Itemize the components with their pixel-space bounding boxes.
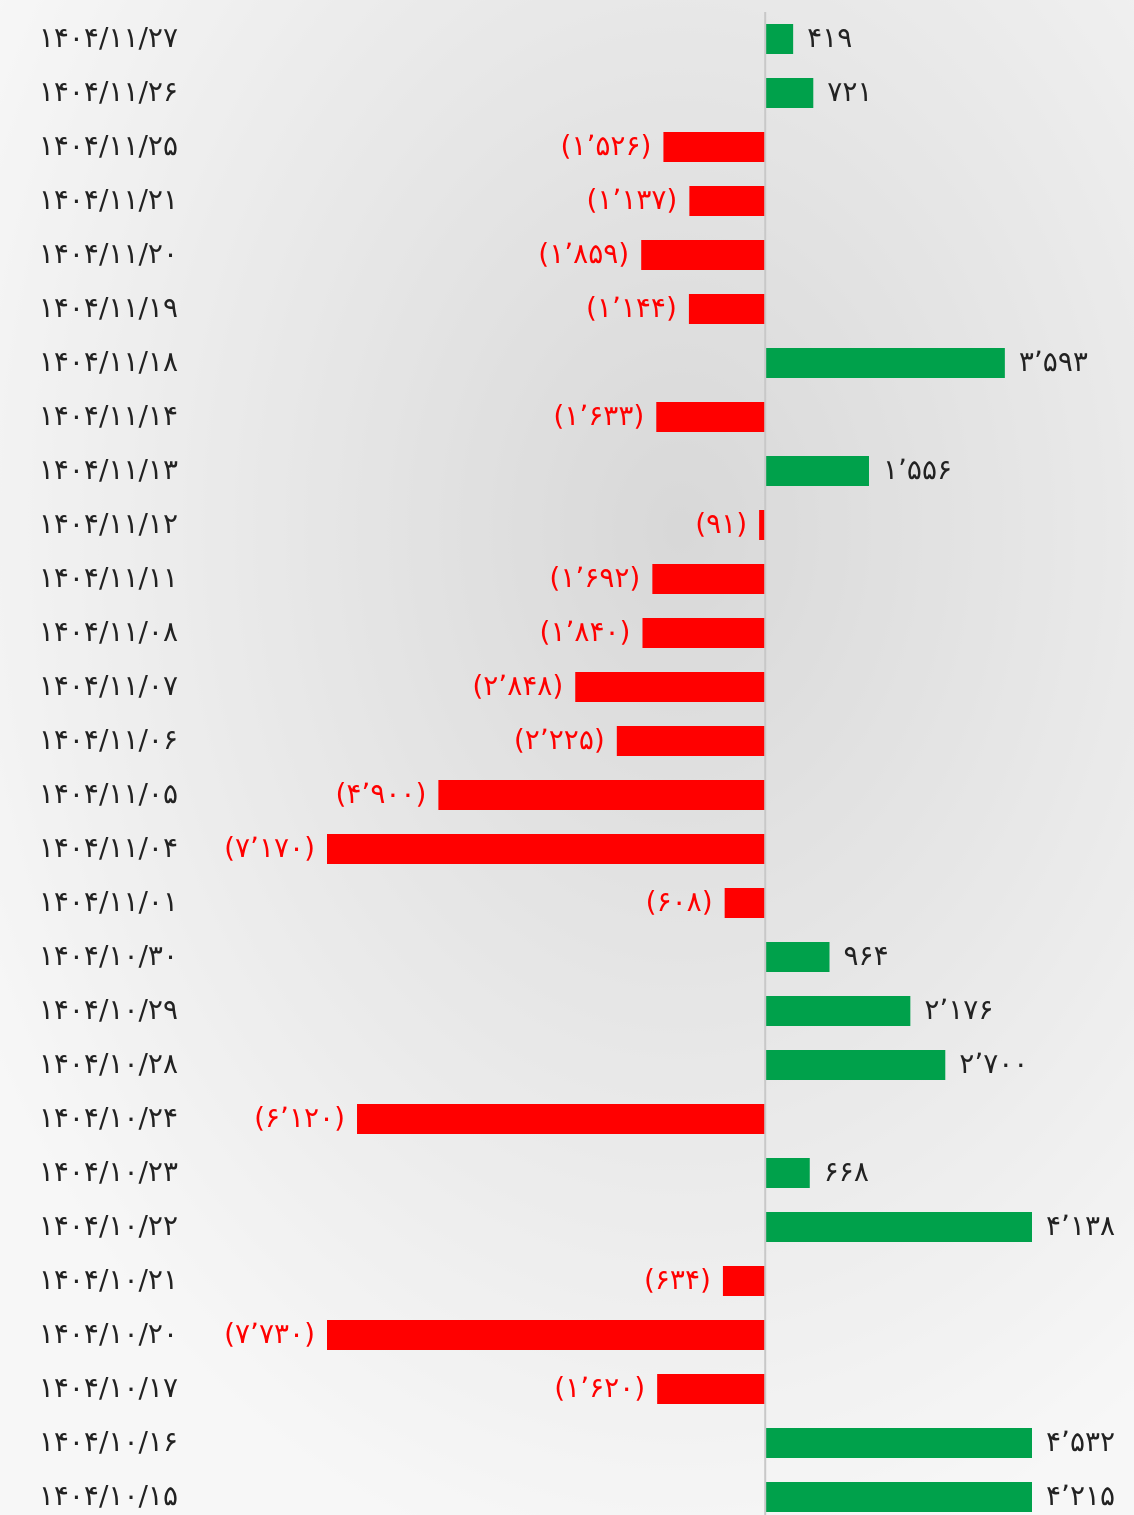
category-label: ۱۴۰۴/۱۱/۱۳ <box>39 453 178 486</box>
bar <box>641 240 765 270</box>
bar <box>287 834 765 864</box>
category-label: ۱۴۰۴/۱۰/۳۰ <box>39 939 178 972</box>
bar <box>765 996 910 1026</box>
category-label: ۱۴۰۴/۱۰/۲۰ <box>39 1317 178 1350</box>
value-label: (۹۱) <box>695 507 747 540</box>
value-label: (۶٬۱۲۰) <box>254 1101 345 1134</box>
value-label: (۱٬۱۳۷) <box>586 183 677 216</box>
value-label: (۶۰۸) <box>646 885 713 918</box>
value-label: ۶۶۸ <box>824 1155 869 1188</box>
value-label: ۴٬۲۱۵ <box>1046 1479 1115 1512</box>
bar <box>765 942 829 972</box>
bar <box>765 1428 1067 1458</box>
category-label: ۱۴۰۴/۱۰/۱۶ <box>39 1425 178 1458</box>
bar <box>765 456 869 486</box>
value-label: ۹۶۴ <box>844 939 889 972</box>
value-label: (۱٬۶۳۳) <box>553 399 644 432</box>
bar <box>357 1104 765 1134</box>
bar <box>652 564 765 594</box>
bar <box>689 294 765 324</box>
category-label: ۱۴۰۴/۱۱/۲۷ <box>39 21 178 54</box>
bar <box>689 186 765 216</box>
value-label: ۱٬۵۵۶ <box>883 453 952 486</box>
value-label: (۱٬۸۴۰) <box>540 615 631 648</box>
bar <box>438 780 765 810</box>
value-label: (۷٬۷۳۰) <box>224 1317 315 1350</box>
chart: ۱۴۰۴/۱۱/۲۷ ۴۱۹ ۱۴۰۴/۱۱/۲۶ ۷۲۱ ۱۴۰۴/۱۱/۲۵ (۱٬۵… <box>0 0 1134 1515</box>
category-label: ۱۴۰۴/۱۱/۰۵ <box>39 777 178 810</box>
category-label: ۱۴۰۴/۱۰/۱۵ <box>39 1479 178 1512</box>
bar <box>617 726 765 756</box>
category-label: ۱۴۰۴/۱۰/۲۸ <box>39 1047 178 1080</box>
category-label: ۱۴۰۴/۱۰/۲۱ <box>39 1263 178 1296</box>
category-label: ۱۴۰۴/۱۰/۲۴ <box>39 1101 178 1134</box>
value-label: (۱٬۱۴۴) <box>586 291 677 324</box>
category-label: ۱۴۰۴/۱۱/۰۶ <box>39 723 178 756</box>
bar <box>765 348 1005 378</box>
bar <box>657 1374 765 1404</box>
category-label: ۱۴۰۴/۱۱/۰۷ <box>39 669 178 702</box>
value-label: ۳٬۵۹۳ <box>1019 345 1088 378</box>
bar <box>642 618 765 648</box>
bar <box>725 888 766 918</box>
category-label: ۱۴۰۴/۱۰/۲۳ <box>39 1155 178 1188</box>
value-label: (۱٬۵۲۶) <box>561 129 652 162</box>
bar <box>575 672 765 702</box>
category-label: ۱۴۰۴/۱۱/۰۴ <box>39 831 178 864</box>
value-label: (۱٬۶۲۰) <box>554 1371 645 1404</box>
value-label: ۴٬۱۳۸ <box>1046 1209 1115 1242</box>
bar <box>656 402 765 432</box>
value-label: ۲٬۷۰۰ <box>959 1047 1028 1080</box>
category-label: ۱۴۰۴/۱۰/۱۷ <box>39 1371 178 1404</box>
value-label: (۲٬۲۲۵) <box>514 723 605 756</box>
value-label: (۷٬۱۷۰) <box>224 831 315 864</box>
value-label: ۴٬۵۳۲ <box>1046 1425 1115 1458</box>
value-label: (۲٬۸۴۸) <box>472 669 563 702</box>
value-label: (۶۳۴) <box>644 1263 711 1296</box>
bar <box>765 1482 1046 1512</box>
bar <box>663 132 765 162</box>
bar <box>723 1266 765 1296</box>
category-label: ۱۴۰۴/۱۱/۲۰ <box>39 237 178 270</box>
category-label: ۱۴۰۴/۱۱/۱۴ <box>39 399 178 432</box>
bar <box>765 1050 945 1080</box>
category-label: ۱۴۰۴/۱۱/۲۶ <box>39 75 178 108</box>
category-label: ۱۴۰۴/۱۱/۰۱ <box>39 885 178 918</box>
value-label: ۲٬۱۷۶ <box>924 993 993 1026</box>
value-label: ۷۲۱ <box>827 75 872 108</box>
bar <box>765 24 793 54</box>
category-label: ۱۴۰۴/۱۱/۱۲ <box>39 507 178 540</box>
category-label: ۱۴۰۴/۱۱/۱۸ <box>39 345 178 378</box>
category-label: ۱۴۰۴/۱۰/۲۲ <box>39 1209 178 1242</box>
value-label: ۴۱۹ <box>807 21 852 54</box>
category-label: ۱۴۰۴/۱۱/۱۹ <box>39 291 178 324</box>
bar <box>765 1158 810 1188</box>
category-label: ۱۴۰۴/۱۱/۱۱ <box>39 561 178 594</box>
value-label: (۱٬۶۹۲) <box>549 561 640 594</box>
value-label: (۱٬۸۵۹) <box>538 237 629 270</box>
category-label: ۱۴۰۴/۱۱/۲۵ <box>39 129 178 162</box>
category-label: ۱۴۰۴/۱۱/۰۸ <box>39 615 178 648</box>
bar <box>765 1212 1041 1242</box>
value-label: (۴٬۹۰۰) <box>335 777 426 810</box>
bar <box>765 78 813 108</box>
category-label: ۱۴۰۴/۱۱/۲۱ <box>39 183 178 216</box>
category-label: ۱۴۰۴/۱۰/۲۹ <box>39 993 178 1026</box>
